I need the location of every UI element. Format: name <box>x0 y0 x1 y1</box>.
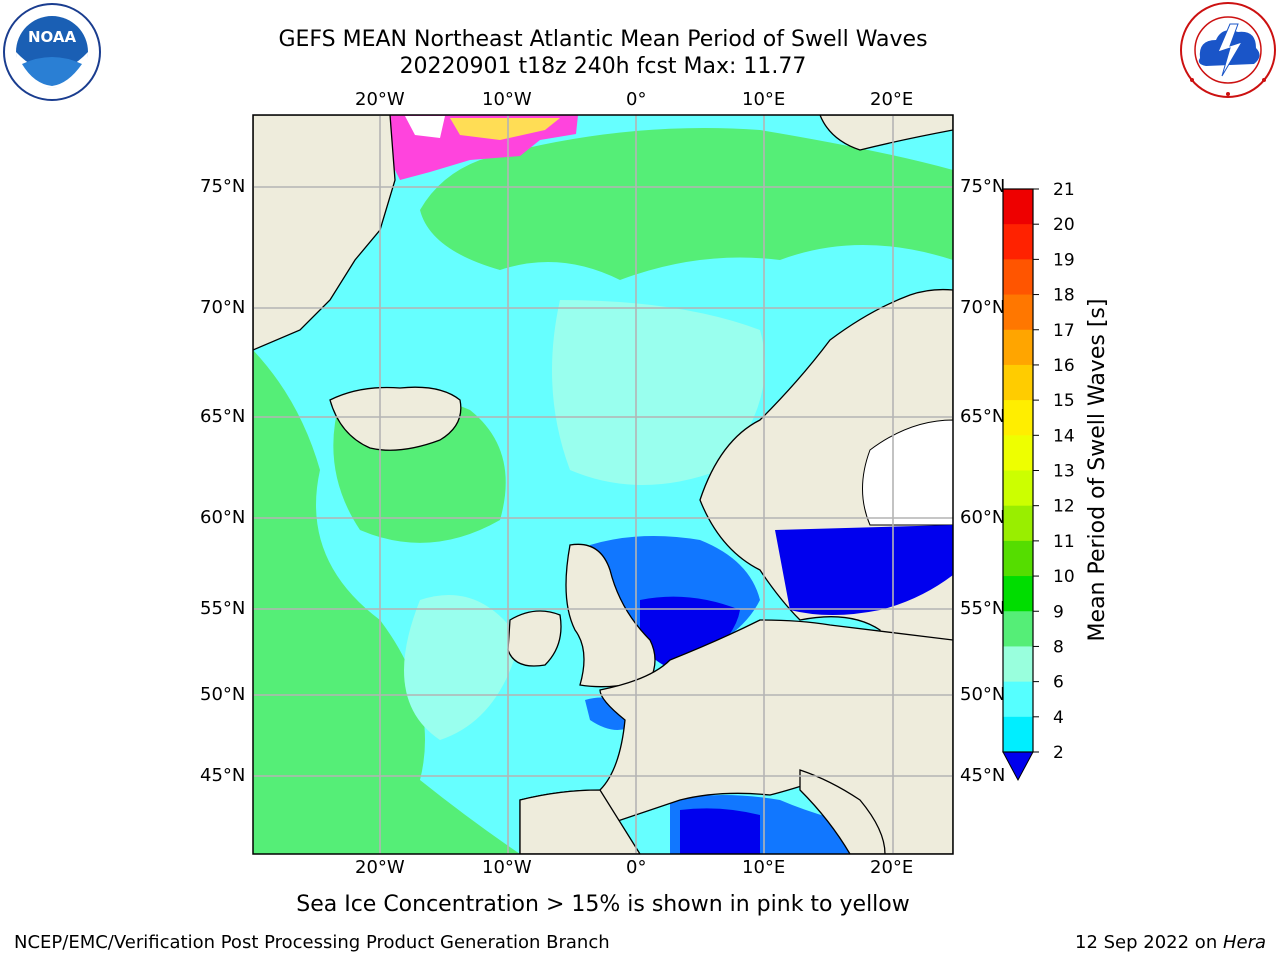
lat-label-left-60n: 60°N <box>200 507 246 528</box>
noaa-logo: NOAA <box>2 2 102 102</box>
chart-title: GEFS MEAN Northeast Atlantic Mean Period… <box>278 27 928 52</box>
colorbar-tick-label: 18 <box>1053 286 1075 306</box>
lat-label-left-45n: 45°N <box>200 765 246 786</box>
colorbar-cell <box>1003 364 1033 401</box>
colorbar-cell <box>1003 681 1033 718</box>
land-italy <box>799 769 886 854</box>
colorbar-tick-label: 2 <box>1053 743 1064 763</box>
colorbar-tick-label: 9 <box>1053 602 1064 622</box>
lon-label-bottom-20w: 20°W <box>355 857 405 878</box>
lat-label-left-75n: 75°N <box>200 176 246 197</box>
footer-host: Hera <box>1222 932 1266 953</box>
mediterranean-dark <box>680 808 760 854</box>
lon-label-top-20e: 20°E <box>870 89 914 110</box>
lon-label-bottom-20e: 20°E <box>870 857 914 878</box>
colorbar-extend-arrow <box>1002 751 1034 782</box>
colorbar-tick-label: 12 <box>1053 497 1075 517</box>
lon-label-bottom-0: 0° <box>626 857 647 878</box>
colorbar-cell <box>1003 646 1033 683</box>
swell-region-light-cyan-2 <box>404 595 520 740</box>
lat-label-right-55n: 55°N <box>960 598 1006 619</box>
lat-label-left-55n: 55°N <box>200 598 246 619</box>
lat-label-left-65n: 65°N <box>200 406 246 427</box>
lon-label-top-0: 0° <box>626 89 647 110</box>
nws-logo <box>1178 0 1278 100</box>
colorbar: 21 20 19 18 17 16 15 14 13 12 11 10 9 8 6 4 2 <box>1002 180 1075 782</box>
lat-label-left-50n: 50°N <box>200 684 246 705</box>
map-frame <box>252 114 954 855</box>
colorbar-cell <box>1003 329 1033 366</box>
noaa-logo-text: NOAA <box>28 28 77 46</box>
colorbar-cell <box>1003 505 1033 542</box>
lat-label-right-70n: 70°N <box>960 297 1006 318</box>
chart-subtitle: 20220901 t18z 240h fcst Max: 11.77 <box>399 54 807 79</box>
lat-label-right-45n: 45°N <box>960 765 1006 786</box>
swell-region-green-west <box>253 350 520 854</box>
lat-label-right-60n: 60°N <box>960 507 1006 528</box>
land-finland-white <box>862 419 953 526</box>
lon-label-top-10w: 10°W <box>482 89 532 110</box>
sea-ice-caption: Sea Ice Concentration > 15% is shown in … <box>296 892 910 917</box>
colorbar-tick-label: 4 <box>1053 708 1064 728</box>
colorbar-tick-label: 10 <box>1053 567 1075 587</box>
land-svalbard <box>819 115 953 151</box>
colorbar-label: Mean Period of Swell Waves [s] <box>1085 298 1110 642</box>
colorbar-cell <box>1003 189 1033 225</box>
lon-label-bottom-10w: 10°W <box>482 857 532 878</box>
lat-label-right-75n: 75°N <box>960 176 1006 197</box>
lat-label-right-65n: 65°N <box>960 406 1006 427</box>
colorbar-tick-label: 20 <box>1053 215 1075 235</box>
footer-date: 12 Sep 2022 on Hera <box>1075 933 1266 953</box>
sea-ice-yellow <box>450 118 560 140</box>
map-area <box>253 115 953 854</box>
land-iberia <box>519 789 641 854</box>
land-iceland <box>329 386 462 451</box>
swell-region-light-cyan <box>552 300 765 485</box>
lon-label-bottom-10e: 10°E <box>742 857 786 878</box>
lon-label-top-10e: 10°E <box>742 89 786 110</box>
lat-label-left-70n: 70°N <box>200 297 246 318</box>
colorbar-cell <box>1003 611 1033 647</box>
colorbar-cell <box>1003 259 1033 296</box>
colorbar-tick-label: 8 <box>1053 637 1064 657</box>
colorbar-cell <box>1003 576 1033 612</box>
footer-date-text: 12 Sep 2022 on <box>1075 932 1223 953</box>
colorbar-tick-label: 6 <box>1053 673 1064 693</box>
swell-region-green-north <box>420 128 953 280</box>
baltic-sea-dark <box>775 525 953 615</box>
lat-label-right-50n: 50°N <box>960 684 1006 705</box>
land-greenland <box>253 115 396 351</box>
colorbar-tick-label: 13 <box>1053 462 1075 482</box>
colorbar-cell <box>1003 224 1033 260</box>
colorbar-tick-label: 17 <box>1053 321 1075 341</box>
colorbar-cell <box>1003 400 1033 436</box>
lon-label-top-20w: 20°W <box>355 89 405 110</box>
colorbar-tick-label: 19 <box>1053 250 1075 270</box>
colorbar-tick-label: 21 <box>1053 180 1075 200</box>
graticule <box>253 115 953 854</box>
land-ireland <box>507 610 562 667</box>
colorbar-cell <box>1003 435 1033 471</box>
colorbar-cell <box>1003 540 1033 577</box>
colorbar-tick-label: 16 <box>1053 356 1075 376</box>
colorbar-cell <box>1003 716 1033 753</box>
colorbar-tick-label: 11 <box>1053 532 1075 552</box>
colorbar-tick-label: 14 <box>1053 426 1075 446</box>
colorbar-cell <box>1003 294 1033 331</box>
colorbar-cell <box>1003 470 1033 507</box>
north-sea-dark <box>640 596 740 672</box>
colorbar-tick-label: 15 <box>1053 391 1075 411</box>
footer-branch: NCEP/EMC/Verification Post Processing Pr… <box>14 932 610 953</box>
